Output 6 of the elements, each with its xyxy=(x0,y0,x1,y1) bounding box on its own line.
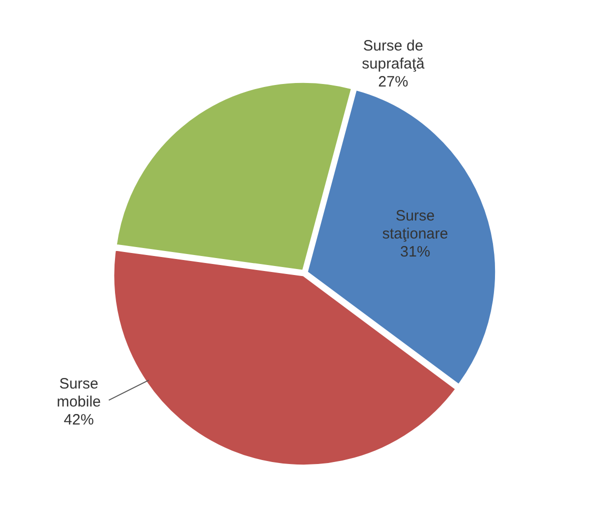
slice-label: Surse de suprafaţă xyxy=(362,37,426,72)
data-label: 31% xyxy=(400,244,430,261)
data-label: 27% xyxy=(378,73,408,90)
data-label: 42% xyxy=(64,411,94,428)
slice-label: Surse staţionare xyxy=(382,208,448,243)
slice-label: Surse mobile xyxy=(56,375,101,410)
